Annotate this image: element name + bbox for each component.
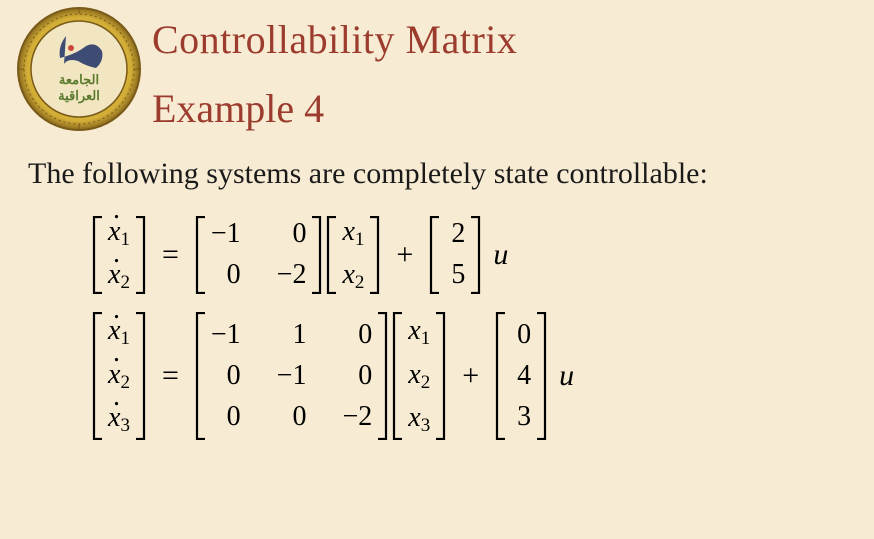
matrix: 25: [429, 215, 481, 295]
input-variable: u: [559, 359, 574, 393]
logo-text-top: الجامعة: [59, 72, 99, 87]
page-title: Controllability Matrix: [152, 16, 517, 63]
matrix: x1x2: [92, 213, 146, 298]
logo-text-bottom: العراقية: [58, 88, 100, 104]
matrix: −1100−1000−2: [195, 312, 388, 440]
page-subtitle: Example 4: [152, 85, 517, 132]
matrix: x1x2: [326, 213, 380, 298]
plus-sign: +: [462, 359, 479, 393]
matrix: x1x2x3: [92, 312, 146, 441]
matrix: −100−2: [195, 215, 323, 295]
equals-sign: =: [162, 238, 179, 272]
body-text: The following systems are completely sta…: [0, 132, 874, 195]
plus-sign: +: [396, 238, 413, 272]
matrix: 043: [495, 312, 547, 440]
university-logo: الجامعة العراقية: [16, 6, 142, 132]
equation-row: x1x2=−100−2x1x2+25u: [90, 213, 874, 298]
input-variable: u: [493, 238, 508, 272]
equals-sign: =: [162, 359, 179, 393]
matrix: x1x2x3: [392, 312, 446, 441]
equation-row: x1x2x3=−1100−1000−2x1x2x3+043u: [90, 312, 874, 441]
equations-block: x1x2=−100−2x1x2+25ux1x2x3=−1100−1000−2x1…: [0, 195, 874, 441]
